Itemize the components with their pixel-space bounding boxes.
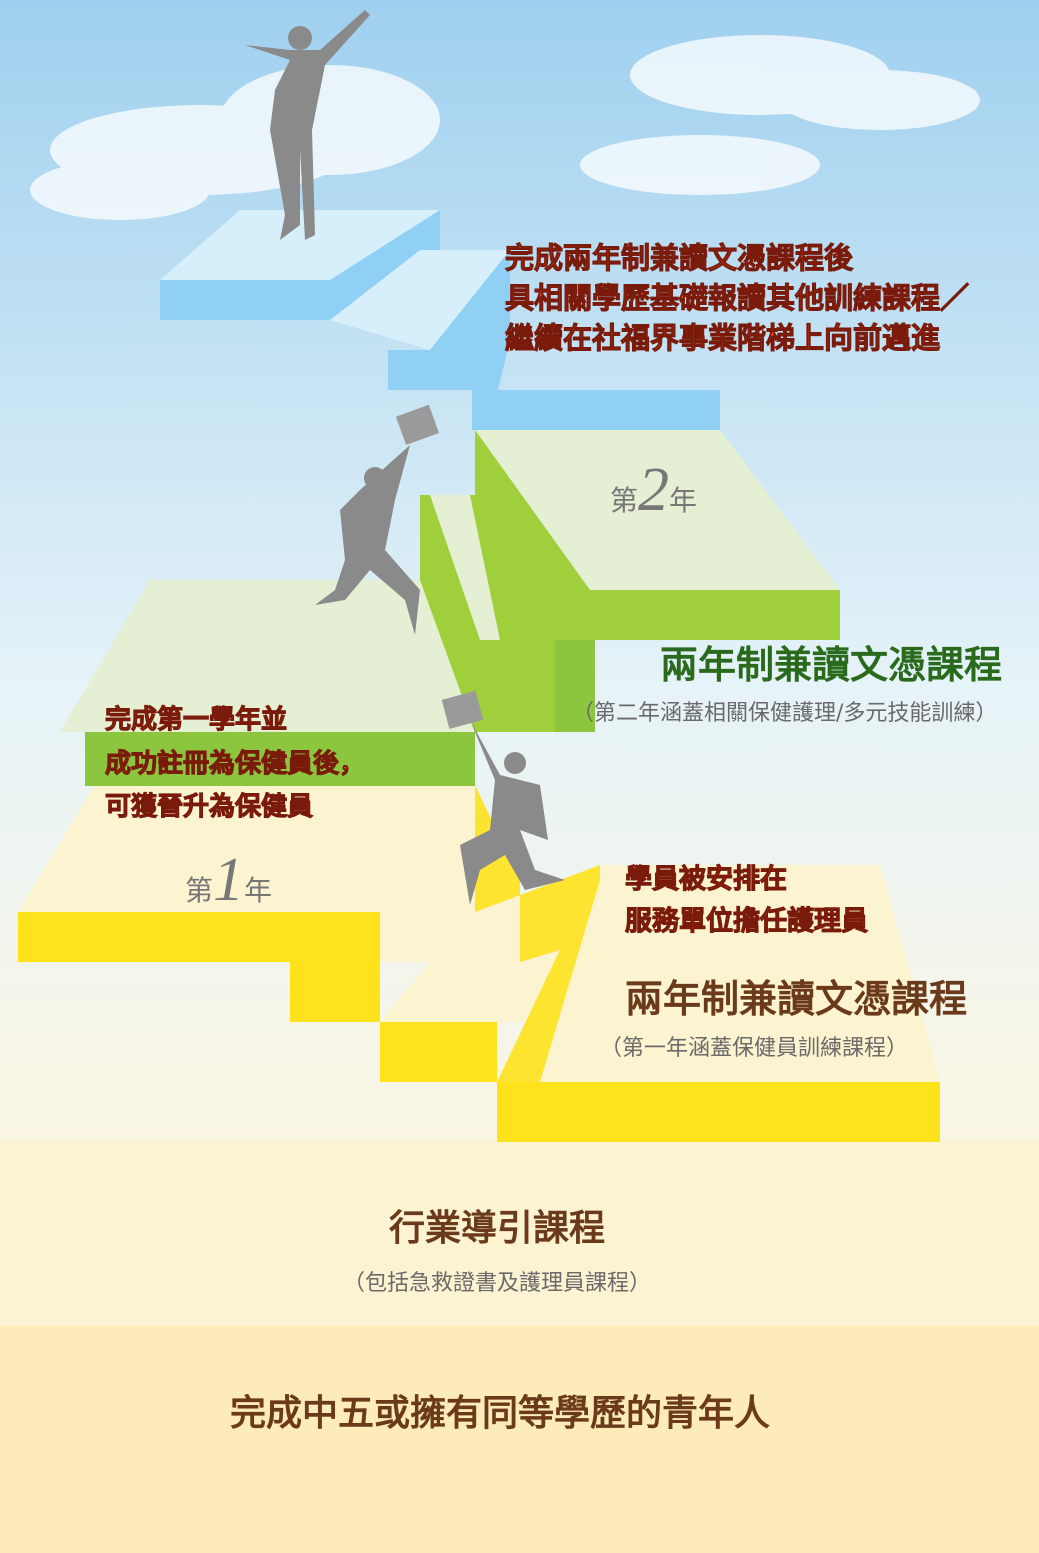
top-text: 繼續在社福界事業階梯上向前邁進 [505, 321, 940, 355]
foundation-subtitle: （包括急救證書及護理員課程） [343, 1271, 651, 1296]
year-number: 2 [638, 456, 669, 524]
year1-subtitle: （第一年涵蓋保健員訓練課程） [600, 1036, 908, 1061]
promotion-text: 成功註冊為保健員後， [105, 748, 365, 779]
promotion-text: 可獲晉升為保健員 [105, 792, 313, 822]
year-prefix: 第 [610, 485, 638, 517]
year-suffix: 年 [244, 875, 272, 907]
entry-band [0, 1326, 1039, 1553]
year2-subtitle: （第二年涵蓋相關保健護理/多元技能訓練） [572, 701, 997, 726]
promotion-text: 完成第一學年並 [105, 704, 287, 735]
year1-title: 兩年制兼讀文憑課程 [625, 976, 967, 1021]
placement-text: 服務單位擔任護理員 [625, 905, 868, 937]
infographic: 完成兩年制兼讀文憑課程後 具相關學歷基礎報讀其他訓練課程／ 繼續在社福界事業階梯… [0, 0, 1039, 1553]
year-number: 1 [213, 846, 244, 914]
year-suffix: 年 [669, 485, 697, 517]
top-text: 完成兩年制兼讀文憑課程後 [505, 241, 854, 275]
page: {"top_step":{"lines":["完成兩年制兼讀文憑課程後","具相… [0, 0, 1039, 1553]
year2-title: 兩年制兼讀文憑課程 [660, 642, 1002, 687]
year-prefix: 第 [185, 875, 213, 907]
entry-title: 完成中五或擁有同等學歷的青年人 [230, 1392, 770, 1434]
top-text: 具相關學歷基礎報讀其他訓練課程／ [505, 281, 969, 315]
placement-text: 學員被安排在 [625, 864, 787, 895]
foundation-title: 行業導引課程 [389, 1207, 605, 1249]
